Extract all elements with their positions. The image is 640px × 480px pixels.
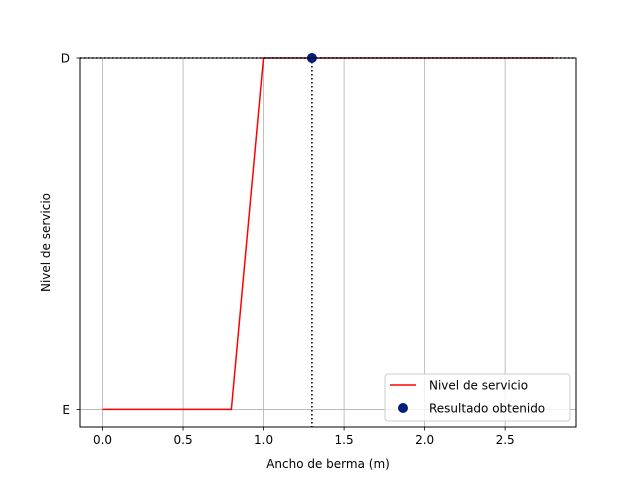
- y-tick-label: D: [61, 52, 70, 66]
- x-tick-label: 2.0: [415, 433, 434, 447]
- legend-entry-scatter: Resultado obtenido: [429, 402, 545, 416]
- legend-scatter-swatch: [398, 403, 408, 413]
- x-tick-label: 2.5: [496, 433, 515, 447]
- ticks: 0.0 0.5 1.0 1.5 2.0 2.5 E D: [61, 52, 515, 448]
- y-tick-label: E: [62, 403, 70, 417]
- x-tick-label: 1.0: [254, 433, 273, 447]
- grid: [80, 57, 576, 427]
- plot-data: [80, 53, 576, 427]
- x-axis-label: Ancho de berma (m): [266, 457, 390, 471]
- plot-frame: [79, 57, 577, 428]
- legend: Nivel de servicio Resultado obtenido: [384, 373, 571, 422]
- series-line-nivel-de-servicio: [102, 57, 554, 411]
- legend-entry-line: Nivel de servicio: [429, 379, 528, 393]
- x-tick-label: 0.0: [93, 433, 112, 447]
- x-tick-label: 0.5: [174, 433, 193, 447]
- x-tick-label: 1.5: [335, 433, 354, 447]
- legend-box: [384, 373, 571, 422]
- y-axis-label: Nivel de servicio: [39, 193, 53, 292]
